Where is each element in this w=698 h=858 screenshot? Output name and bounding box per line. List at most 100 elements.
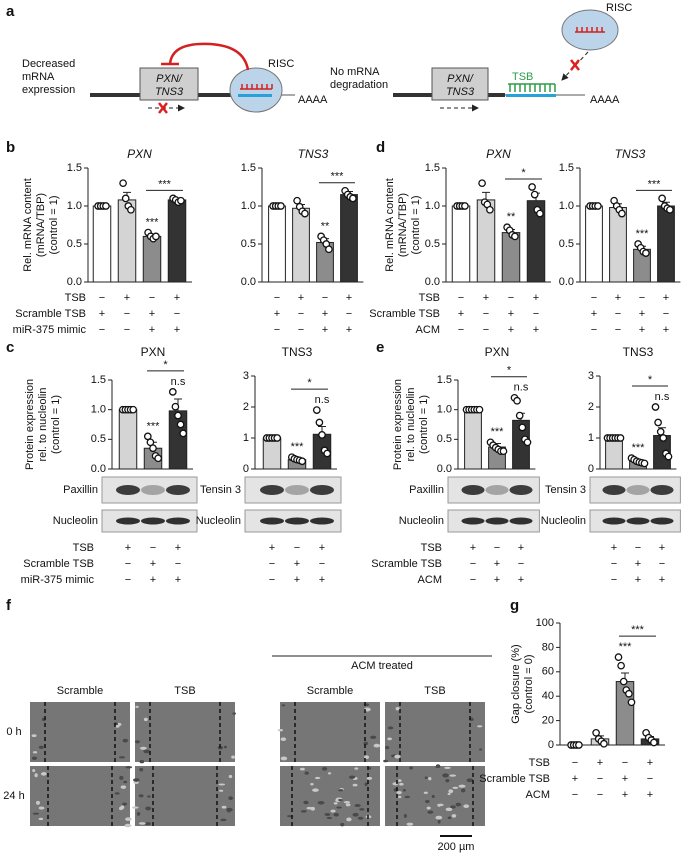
cell [428, 777, 432, 781]
condition-sign: + [470, 542, 476, 554]
data-point [651, 403, 660, 411]
panel-letter: f [6, 597, 12, 614]
cell [437, 803, 444, 807]
cell [327, 772, 332, 775]
cell [125, 817, 132, 821]
cell [115, 724, 120, 728]
y-tick-label: 0.5 [67, 238, 82, 250]
micrograph [280, 702, 380, 762]
cell [218, 789, 224, 792]
data-point [592, 728, 600, 737]
risc-label: RISC [606, 2, 632, 14]
y-axis-label: Gap closure (%) [510, 644, 522, 723]
condition-sign: − [346, 308, 352, 320]
gene-label: PXN/ [156, 73, 183, 85]
data-point [511, 232, 519, 241]
y-axis-label: Protein expression [392, 379, 404, 470]
condition-sign: + [494, 574, 500, 586]
cell [134, 740, 141, 744]
micrograph [385, 702, 485, 762]
cell [338, 799, 343, 802]
cell [280, 737, 287, 742]
condition-sign: + [663, 324, 669, 336]
y-tick-label: 0.5 [241, 238, 256, 250]
significance: ** [321, 220, 330, 232]
data-point [119, 179, 127, 188]
condition-sign: − [518, 558, 524, 570]
cell [447, 792, 451, 796]
condition-sign: − [470, 558, 476, 570]
cell [227, 809, 231, 813]
cell [143, 717, 148, 722]
cell [359, 808, 365, 811]
cell [138, 822, 146, 825]
row-label: 0 h [6, 726, 21, 738]
cell [354, 767, 359, 770]
condition-sign: − [298, 308, 304, 320]
cell [338, 789, 344, 792]
y-tick-label: 0.0 [241, 276, 256, 288]
cell [450, 805, 456, 809]
condition-sign: + [533, 292, 539, 304]
condition-label: Scramble TSB [369, 308, 440, 320]
y-tick-label: 0 [548, 739, 554, 751]
cell [409, 766, 413, 770]
cell [304, 771, 309, 775]
condition-sign: + [647, 789, 653, 801]
blot-band [461, 517, 485, 525]
data-point [478, 179, 486, 188]
cell [306, 806, 313, 810]
significance: n.s [315, 394, 330, 406]
cell [139, 746, 147, 750]
condition-label: ACM [416, 324, 440, 336]
column-label: TSB [174, 685, 195, 697]
data-point [349, 194, 357, 203]
y-tick-label: 0.0 [67, 276, 82, 288]
data-point [650, 738, 658, 747]
cell [399, 782, 404, 786]
y-tick-label: 1.0 [241, 200, 256, 212]
cell [451, 814, 457, 818]
condition-sign: − [150, 542, 156, 554]
significance: * [507, 365, 512, 377]
cell [387, 726, 394, 730]
significance: *** [491, 426, 505, 438]
condition-sign: + [124, 292, 130, 304]
cell [220, 818, 227, 822]
cell [447, 816, 452, 820]
cell [136, 811, 141, 816]
cell [402, 788, 406, 792]
data-point [619, 677, 628, 686]
condition-sign: + [322, 324, 328, 336]
blot-band [485, 517, 509, 525]
y-tick-label: 80 [542, 641, 554, 653]
significance: n.s [655, 391, 670, 403]
cell [466, 778, 474, 783]
cell [352, 812, 359, 817]
data-point [174, 411, 182, 420]
bar [292, 207, 310, 283]
significance: *** [158, 178, 172, 190]
data-point [594, 202, 602, 210]
condition-sign: − [622, 757, 628, 769]
condition-sign: − [659, 558, 665, 570]
condition-sign: + [635, 574, 641, 586]
condition-sign: − [274, 324, 280, 336]
cell [333, 802, 338, 805]
condition-sign: + [533, 324, 539, 336]
cell [120, 785, 127, 789]
cell [138, 794, 144, 798]
gene-label: PXN/ [447, 73, 474, 85]
cell [387, 737, 392, 741]
cell [445, 778, 450, 783]
data-point [518, 423, 527, 432]
cell [317, 801, 325, 805]
y-axis-label: (mRNA/TBP) [35, 193, 47, 257]
significance: * [163, 359, 168, 371]
cell [326, 816, 333, 820]
schematic-left: Decreased mRNA expression PXN/ TNS3 RISC… [22, 42, 328, 114]
gene-box [431, 67, 489, 101]
condition-sign: + [615, 292, 621, 304]
data-point [149, 444, 157, 453]
